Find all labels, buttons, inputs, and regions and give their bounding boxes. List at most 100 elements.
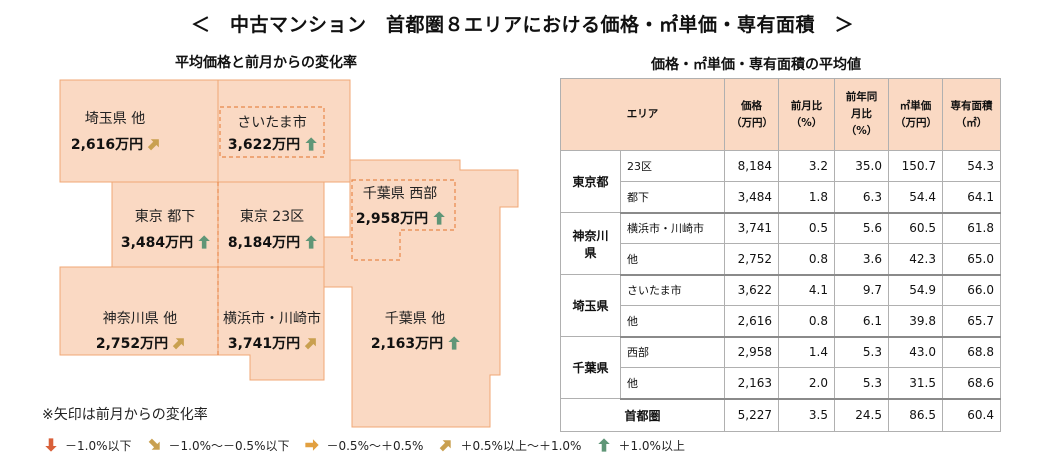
value-cell: 60.4 bbox=[942, 398, 1001, 432]
table-row: 都下 3,484 1.8 6.3 54.4 64.1 bbox=[561, 181, 1001, 214]
value-cell: 2,163 bbox=[724, 367, 779, 400]
value-cell: 0.5 bbox=[778, 212, 835, 244]
value-cell: 39.8 bbox=[888, 305, 943, 338]
trend-down-icon bbox=[45, 438, 57, 452]
total-label: 首都圏 bbox=[560, 398, 725, 432]
value-cell: 54.3 bbox=[942, 150, 1001, 182]
region-chiba bbox=[323, 159, 519, 428]
legend-up-slight-icon bbox=[440, 440, 452, 452]
col-header-label: 前年同月比 bbox=[845, 91, 878, 120]
value-cell: 3.5 bbox=[778, 398, 835, 432]
legend-item: －1.0%～－0.5%以下 bbox=[146, 436, 290, 454]
area-header: エリア bbox=[560, 78, 725, 151]
legend-label: －1.0%～－0.5%以下 bbox=[168, 438, 290, 453]
value-cell: 1.4 bbox=[778, 336, 835, 368]
value-cell: 3,741 bbox=[724, 212, 779, 244]
value-cell: 8,184 bbox=[724, 150, 779, 182]
subarea-cell: 横浜市・川崎市 bbox=[620, 212, 725, 244]
table-row: 埼玉県 さいたま市 3,622 4.1 9.7 54.9 66.0 bbox=[560, 274, 1001, 337]
table-row-total: 首都圏 5,227 3.5 24.5 86.5 60.4 bbox=[560, 398, 1001, 432]
legend-item: －1.0%以下 bbox=[42, 436, 132, 454]
trend-up-icon bbox=[198, 235, 210, 249]
map-label-yokohama-kawasaki: 横浜市・川崎市 bbox=[223, 310, 321, 327]
value-cell: 2,616 bbox=[724, 305, 779, 338]
value-cell: 6.1 bbox=[834, 305, 889, 338]
trend-up-icon bbox=[305, 235, 317, 249]
value-cell: 2.0 bbox=[778, 367, 835, 400]
value-cell: 24.5 bbox=[834, 398, 889, 432]
value-cell: 150.7 bbox=[888, 150, 943, 182]
trend-up-icon bbox=[448, 336, 460, 350]
map-label-kanagawa-other: 神奈川県 他 bbox=[103, 311, 177, 327]
table-row: 東京都 23区 8,184 3.2 35.0 150.7 54.3 bbox=[560, 150, 1001, 213]
value-cell: 4.1 bbox=[778, 274, 835, 306]
value-cell: 68.6 bbox=[942, 367, 1001, 400]
value-cell: 35.0 bbox=[834, 150, 889, 182]
arrow-note: ※矢印は前月からの変化率 bbox=[42, 407, 208, 423]
map-label-chiba-other: 千葉県 他 bbox=[385, 311, 445, 327]
legend-down-icon bbox=[45, 438, 57, 452]
value-cell: 68.8 bbox=[942, 336, 1001, 368]
col-header-price: 価格 （万円） bbox=[724, 78, 779, 151]
area-cell: 神奈川県 bbox=[560, 212, 621, 275]
legend-label: ＋1.0%以上 bbox=[618, 438, 685, 453]
legend-label: ＋0.5%以上～＋1.0% bbox=[460, 438, 582, 453]
map-price-kanagawa-other: 2,752万円 bbox=[96, 336, 168, 352]
map-price-tokyo-23: 8,184万円 bbox=[228, 235, 300, 251]
legend-down-slight-icon bbox=[148, 438, 160, 450]
col-header-label: 価格 bbox=[741, 99, 762, 112]
table-row: 他 2,163 2.0 5.3 31.5 68.6 bbox=[561, 367, 1001, 400]
legend-up-icon bbox=[598, 438, 611, 452]
map-price-saitama-city: 3,622万円 bbox=[228, 137, 300, 153]
area-cell: 埼玉県 bbox=[560, 274, 621, 337]
area-cell: 東京都 bbox=[560, 150, 621, 213]
value-cell: 42.3 bbox=[888, 243, 943, 276]
trend-flat-icon bbox=[305, 439, 320, 451]
map-label-tokyo-suburb: 東京 都下 bbox=[135, 209, 195, 225]
map-price-tokyo-suburb: 3,484万円 bbox=[121, 235, 193, 251]
value-cell: 2,958 bbox=[724, 336, 779, 368]
value-cell: 1.8 bbox=[778, 181, 835, 214]
area-cell: 千葉県 bbox=[560, 336, 621, 399]
table-row: 千葉県 西部 2,958 1.4 5.3 43.0 68.8 bbox=[560, 336, 1001, 399]
value-cell: 0.8 bbox=[778, 243, 835, 276]
trend-up-icon bbox=[433, 211, 445, 225]
map-price-chiba-other: 2,163万円 bbox=[371, 336, 443, 352]
value-cell: 60.5 bbox=[888, 212, 943, 244]
arrow-legend: －1.0%以下 －1.0%～－0.5%以下 －0.5%～＋0.5% ＋0.5%以上～＋… bbox=[42, 436, 699, 454]
value-cell: 3,622 bbox=[724, 274, 779, 306]
trend-up-icon bbox=[305, 137, 317, 151]
trend-down-slight-icon bbox=[148, 438, 160, 450]
value-cell: 31.5 bbox=[888, 367, 943, 400]
subarea-cell: 西部 bbox=[620, 336, 725, 368]
value-cell: 6.3 bbox=[834, 181, 889, 214]
map-title: 平均価格と前月からの変化率 bbox=[175, 55, 357, 71]
value-cell: 5.6 bbox=[834, 212, 889, 244]
map-shapes bbox=[59, 79, 519, 428]
legend-item: ＋0.5%以上～＋1.0% bbox=[437, 436, 581, 454]
subarea-cell: 都下 bbox=[620, 181, 725, 214]
subarea-cell: さいたま市 bbox=[620, 274, 725, 306]
value-cell: 2,752 bbox=[724, 243, 779, 276]
legend-item: ＋1.0%以上 bbox=[595, 436, 685, 454]
value-cell: 54.4 bbox=[888, 181, 943, 214]
map-price-yokohama-kawasaki: 3,741万円 bbox=[228, 336, 300, 352]
map-price-saitama-other: 2,616万円 bbox=[71, 137, 143, 153]
value-cell: 5.3 bbox=[834, 367, 889, 400]
map-label-saitama-city: さいたま市 bbox=[237, 114, 307, 131]
value-cell: 64.1 bbox=[942, 181, 1001, 214]
trend-up-slight-icon bbox=[440, 440, 452, 452]
subarea-cell: 23区 bbox=[620, 150, 725, 182]
subarea-cell: 他 bbox=[620, 243, 725, 276]
value-cell: 5,227 bbox=[724, 398, 779, 432]
value-cell: 65.7 bbox=[942, 305, 1001, 338]
subarea-cell: 他 bbox=[620, 367, 725, 400]
average-table: エリア 価格 （万円） 前月比 （%） 前年同月比 （%） ㎡単価 （万円） 専有面積 （… bbox=[560, 78, 1001, 432]
col-header-label: 専有面積 bbox=[950, 99, 993, 112]
legend-flat-icon bbox=[305, 439, 320, 451]
trend-up-slight-icon bbox=[147, 139, 159, 151]
value-cell: 3.6 bbox=[834, 243, 889, 276]
col-header-mom: 前月比 （%） bbox=[778, 78, 835, 151]
